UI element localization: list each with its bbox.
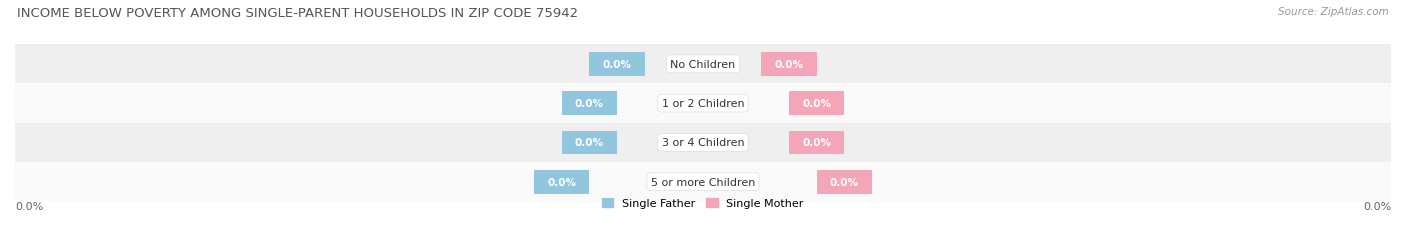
Text: 0.0%: 0.0% [801, 99, 831, 109]
Text: 0.0%: 0.0% [575, 99, 605, 109]
Bar [817, 170, 872, 194]
Bar [15, 84, 1391, 123]
Legend: Single Father, Single Mother: Single Father, Single Mother [602, 198, 804, 209]
Text: 0.0%: 0.0% [603, 60, 631, 70]
Text: INCOME BELOW POVERTY AMONG SINGLE-PARENT HOUSEHOLDS IN ZIP CODE 75942: INCOME BELOW POVERTY AMONG SINGLE-PARENT… [17, 7, 578, 20]
Bar [589, 53, 644, 76]
Bar [789, 92, 844, 116]
Text: 0.0%: 0.0% [15, 201, 44, 211]
Text: 0.0%: 0.0% [547, 177, 576, 187]
Text: No Children: No Children [671, 60, 735, 70]
Bar [15, 123, 1391, 162]
Text: 0.0%: 0.0% [830, 177, 859, 187]
Bar [789, 131, 844, 155]
Bar [562, 131, 617, 155]
Text: 0.0%: 0.0% [801, 138, 831, 148]
Text: Source: ZipAtlas.com: Source: ZipAtlas.com [1278, 7, 1389, 17]
Text: 3 or 4 Children: 3 or 4 Children [662, 138, 744, 148]
Bar [762, 53, 817, 76]
Bar [534, 170, 589, 194]
Text: 1 or 2 Children: 1 or 2 Children [662, 99, 744, 109]
Bar [562, 92, 617, 116]
Text: 5 or more Children: 5 or more Children [651, 177, 755, 187]
Text: 0.0%: 0.0% [775, 60, 803, 70]
Text: 0.0%: 0.0% [1362, 201, 1391, 211]
Bar [15, 162, 1391, 201]
Bar [15, 45, 1391, 84]
Text: 0.0%: 0.0% [575, 138, 605, 148]
